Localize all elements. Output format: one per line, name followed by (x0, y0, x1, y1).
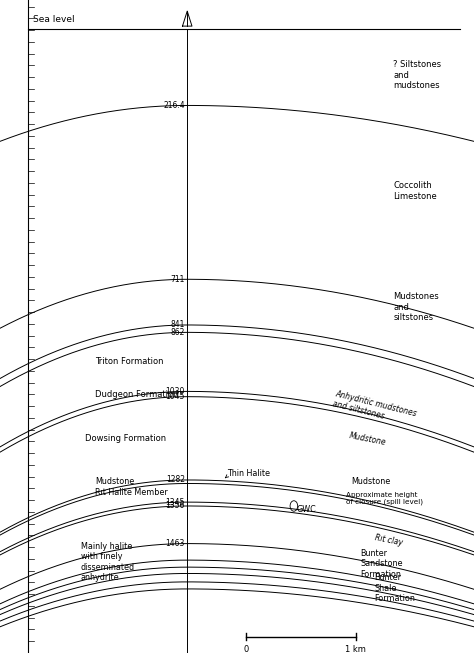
Text: Coccolith
Limestone: Coccolith Limestone (393, 182, 437, 200)
Text: 711: 711 (171, 275, 185, 284)
Text: 841: 841 (171, 321, 185, 330)
Text: 216.4: 216.4 (163, 101, 185, 110)
Text: Rıt clay: Rıt clay (374, 534, 404, 548)
Text: Dowsing Formation: Dowsing Formation (85, 434, 166, 443)
Text: 1463: 1463 (165, 539, 185, 548)
Text: 1356: 1356 (165, 502, 185, 511)
Text: Anhydritic mudstones
and siltstones: Anhydritic mudstones and siltstones (332, 389, 418, 428)
Text: Triton Formation: Triton Formation (95, 357, 164, 366)
Text: Rıt Halite Member: Rıt Halite Member (95, 488, 167, 497)
Text: Dudgeon Formation: Dudgeon Formation (95, 390, 178, 399)
Text: 1045: 1045 (165, 392, 185, 401)
Text: Mudstone: Mudstone (95, 477, 134, 486)
Text: Mudstone: Mudstone (348, 431, 387, 447)
Text: Approximate height
of closure (spill level): Approximate height of closure (spill lev… (346, 492, 423, 505)
Text: ? Siltstones
and
mudstones: ? Siltstones and mudstones (393, 60, 442, 90)
Text: Sea level: Sea level (33, 15, 75, 24)
Text: Bunter
Sandstone
Formation: Bunter Sandstone Formation (360, 549, 403, 579)
Text: GWC: GWC (296, 505, 316, 514)
Text: Mudstone: Mudstone (351, 477, 390, 486)
Text: Mainly halite
with finely
disseminated
anhydrite: Mainly halite with finely disseminated a… (81, 542, 135, 582)
Text: 1030: 1030 (165, 387, 185, 396)
Text: Mudstones
and
siltstones: Mudstones and siltstones (393, 292, 439, 322)
Text: 1282: 1282 (166, 475, 185, 485)
Text: 1345: 1345 (165, 498, 185, 507)
Text: 1 km: 1 km (345, 645, 366, 653)
Text: Thin Halite: Thin Halite (228, 470, 271, 479)
Text: 0: 0 (244, 645, 249, 653)
Text: Bunter
Shale
Formation: Bunter Shale Formation (374, 573, 415, 603)
Text: 862: 862 (171, 328, 185, 337)
